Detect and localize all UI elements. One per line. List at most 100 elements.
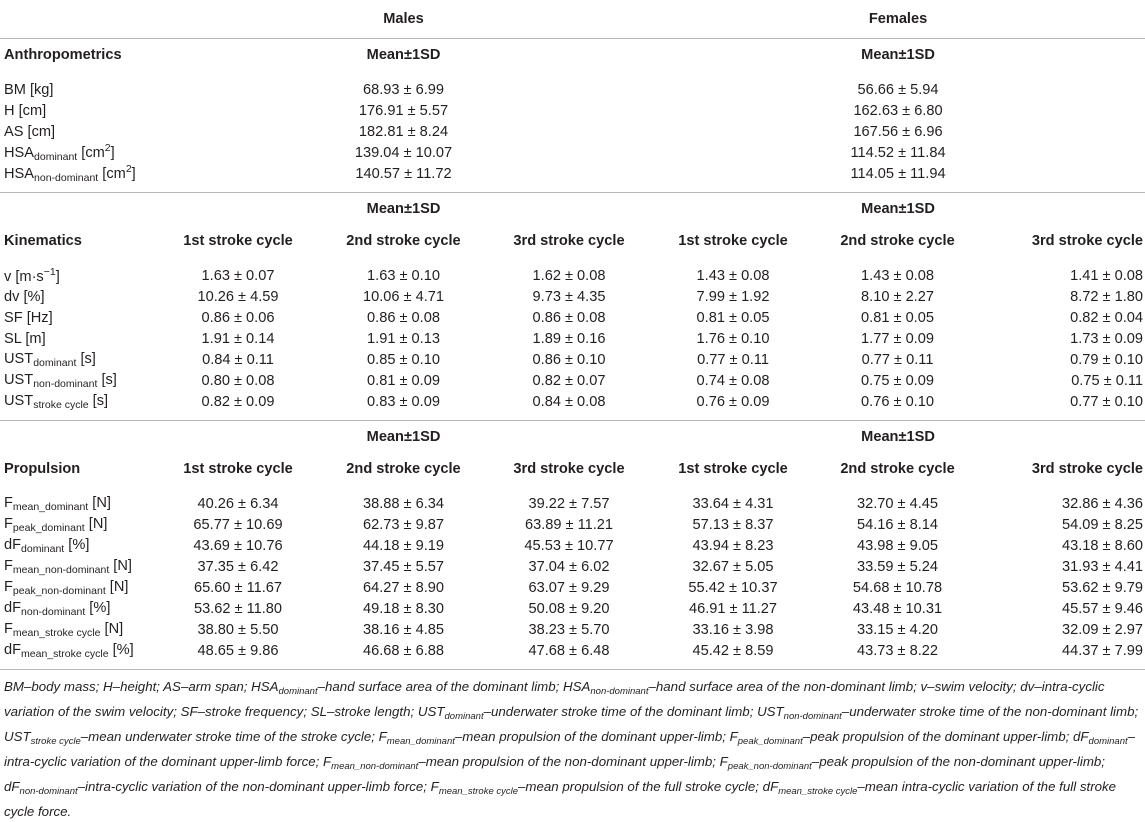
footnote-text: mean propulsion of the dominant upper-li… — [462, 729, 738, 744]
prop-row-label: dFnon-dominant [%] — [0, 598, 156, 619]
prop-cycle-m1: 1st stroke cycle — [183, 461, 293, 477]
females-cycle-2-value: 54.16 ± 8.14 — [856, 516, 939, 533]
label-unit: [s] — [97, 371, 117, 388]
label-subscript: mean_stroke cycle — [12, 626, 101, 639]
prop-mean-females: Mean±1SD — [861, 429, 935, 445]
males-cycle-3-value: 0.84 ± 0.08 — [532, 393, 606, 410]
footnote-dash: – — [326, 704, 335, 719]
males-cycle-3-value: 50.08 ± 9.20 — [528, 600, 610, 617]
females-cycle-1-value: 1.76 ± 0.10 — [696, 330, 770, 347]
label-base: F — [4, 557, 13, 574]
footnote-dash: – — [454, 729, 463, 744]
males-value: 140.57 ± 11.72 — [355, 165, 452, 182]
females-cycle-2-value: 0.77 ± 0.11 — [861, 351, 934, 368]
anthro-row: AS [cm] 182.81 ± 8.24 167.56 ± 6.96 — [0, 121, 1145, 142]
kin-row: SF [Hz] 0.86 ± 0.06 0.86 ± 0.08 0.86 ± 0.08… — [0, 307, 1145, 328]
kin-row: v [m·s−1] 1.63 ± 0.07 1.63 ± 0.10 1.62 ± 0.… — [0, 265, 1145, 286]
label-base: HSA — [4, 166, 35, 182]
males-cycle-1-value: 43.69 ± 10.76 — [193, 537, 283, 554]
footnote-dash: – — [483, 704, 492, 719]
anthro-mean-females: Mean±1SD — [861, 47, 935, 63]
females-cycle-1-value: 7.99 ± 1.92 — [696, 288, 770, 305]
prop-row-label: Fmean_stroke cycle [N] — [0, 619, 156, 640]
females-cycle-1-value: 32.67 ± 5.05 — [692, 558, 774, 575]
label-subscript: mean_stroke cycle — [21, 647, 109, 660]
females-cycle-3-value: 43.18 ± 8.60 — [1061, 537, 1144, 554]
label-base: F — [4, 620, 13, 637]
prop-row-label: dFmean_stroke cycle [%] — [0, 640, 156, 661]
females-cycle-2-value: 0.76 ± 0.10 — [861, 393, 934, 410]
males-value: 182.81 ± 8.24 — [358, 123, 449, 140]
prop-mean-males: Mean±1SD — [366, 429, 441, 445]
females-cycle-1-value: 55.42 ± 10.37 — [688, 579, 778, 596]
kin-row-label: SF [Hz] — [0, 307, 156, 328]
prop-header-row: Propulsion 1st stroke cycle 2nd stroke c… — [0, 453, 1145, 485]
males-cycle-2-value: 44.18 ± 9.19 — [362, 537, 445, 554]
label-unit: [%] — [64, 536, 90, 553]
females-cycle-3-value: 32.09 ± 2.97 — [1061, 621, 1144, 638]
females-cycle-2-value: 8.10 ± 2.27 — [861, 288, 934, 305]
prop-row: Fmean_dominant [N] 40.26 ± 6.34 38.88 ± 6.… — [0, 493, 1145, 514]
label-base: F — [4, 515, 13, 532]
footnote-text: intra-cyclic variation of the swim veloc… — [4, 679, 1105, 719]
kin-mean-males: Mean±1SD — [366, 201, 441, 217]
males-cycle-3-value: 1.89 ± 0.16 — [532, 330, 606, 347]
footnote-subscript: non-dominant — [19, 786, 78, 797]
label-base: dF — [4, 599, 22, 616]
footnote-dash: – — [1034, 679, 1042, 694]
females-cycle-2-value: 33.59 ± 5.24 — [856, 558, 939, 575]
label-base: dF — [4, 641, 22, 658]
females-cycle-2-value: 1.43 ± 0.08 — [861, 267, 934, 284]
footnote-text: mean propulsion of the full stroke cycle… — [525, 779, 779, 794]
males-cycle-3-value: 47.68 ± 6.48 — [528, 642, 610, 659]
females-cycle-1-value: 0.74 ± 0.08 — [696, 372, 770, 389]
females-cycle-1-value: 57.13 ± 8.37 — [692, 516, 774, 533]
kin-cycle-m1: 1st stroke cycle — [183, 233, 293, 249]
label-base: dv [%] — [4, 288, 45, 305]
footnote-subscript: dominant — [444, 711, 484, 722]
prop-row-label: Fpeak_non-dominant [N] — [0, 577, 156, 598]
females-cycle-3-value: 0.79 ± 0.10 — [1070, 351, 1144, 368]
footnote-text: arm span; HSA — [188, 679, 279, 694]
label-unit: [%] — [108, 641, 134, 658]
label-subscript: dominant — [21, 542, 65, 555]
prop-row-label: dFdominant [%] — [0, 535, 156, 556]
females-cycle-1-value: 0.76 ± 0.09 — [696, 393, 770, 410]
females-value: 162.63 ± 6.80 — [853, 102, 943, 119]
anthro-header-row: Anthropometrics Mean±1SD Mean±1SD — [0, 39, 1145, 72]
prop-row-label: Fmean_dominant [N] — [0, 493, 156, 514]
footnote-dash: – — [180, 679, 189, 694]
females-cycle-3-value: 8.72 ± 1.80 — [1070, 288, 1144, 305]
males-cycle-2-value: 0.86 ± 0.08 — [367, 309, 440, 326]
males-cycle-1-value: 48.65 ± 9.86 — [197, 642, 279, 659]
label-text: AS [cm] — [4, 123, 56, 140]
footnote-text: swim velocity; dv — [934, 679, 1035, 694]
footnote-dash: – — [927, 679, 935, 694]
females-value: 114.52 ± 11.84 — [850, 144, 946, 161]
females-cycle-2-value: 0.75 ± 0.09 — [861, 372, 934, 389]
label-unit: [N] — [105, 578, 129, 595]
females-value: 167.56 ± 6.96 — [853, 123, 943, 140]
prop-row-label: Fpeak_dominant [N] — [0, 514, 156, 535]
footnote-text: body mass; H — [31, 679, 113, 694]
label-text: H [cm] — [4, 102, 47, 119]
label-subscript: dominant — [33, 356, 77, 369]
label-unit-close: ] — [110, 145, 115, 161]
kin-mean-females: Mean±1SD — [861, 201, 935, 217]
anthro-row-label: H [cm] — [0, 100, 156, 121]
footnote-dash: – — [802, 729, 811, 744]
males-cycle-3-value: 9.73 ± 4.35 — [532, 288, 606, 305]
prop-cycle-f3: 3rd stroke cycle — [1031, 461, 1144, 477]
females-cycle-1-value: 33.16 ± 3.98 — [692, 621, 774, 638]
label-unit: [s] — [88, 392, 109, 409]
footnote-subscript: non-dominant — [590, 686, 649, 697]
prop-row: Fpeak_dominant [N] 65.77 ± 10.69 62.73 ± 9… — [0, 514, 1145, 535]
footnote-text: intra-cyclic variation of the non-domina… — [85, 779, 439, 794]
prop-row: dFdominant [%] 43.69 ± 10.76 44.18 ± 9.19 4… — [0, 535, 1145, 556]
females-cycle-2-value: 1.77 ± 0.09 — [861, 330, 934, 347]
females-cycle-2-value: 0.81 ± 0.05 — [861, 309, 934, 326]
kin-row: USTstroke cycle [s] 0.82 ± 0.09 0.83 ± 0.0… — [0, 391, 1145, 412]
males-cycle-1-value: 65.77 ± 10.69 — [193, 516, 283, 533]
males-value: 68.93 ± 6.99 — [362, 81, 445, 98]
females-cycle-1-value: 1.43 ± 0.08 — [696, 267, 770, 284]
